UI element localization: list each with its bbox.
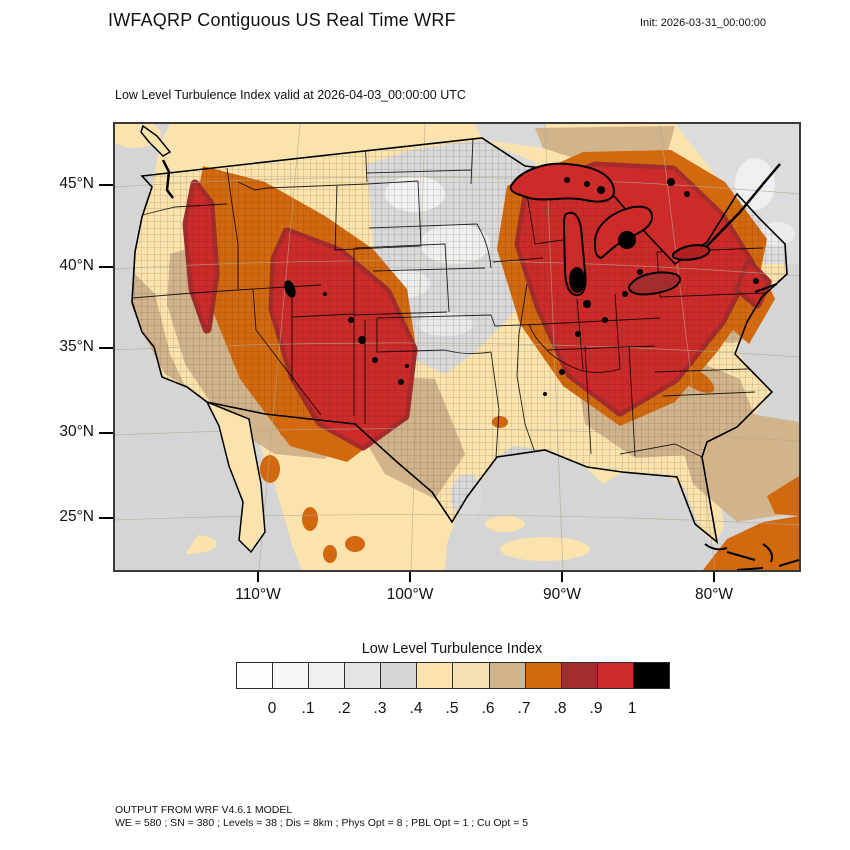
- x-axis-tick: [409, 570, 411, 582]
- y-axis-tick: [99, 517, 113, 519]
- coast-details: [140, 124, 799, 570]
- colorbar-tick-label: .1: [301, 700, 315, 717]
- colorbar-tick-label: .9: [589, 700, 603, 717]
- x-axis-tick: [713, 570, 715, 582]
- colorbar-labels: 0 .1 .2 .3 .4 .5 .6 .7 .8 .9 1: [0, 700, 850, 720]
- us-outline: [131, 137, 788, 544]
- colorbar-swatch: [381, 663, 418, 688]
- y-axis-tick: [99, 432, 113, 434]
- colorbar-swatch: [417, 663, 454, 688]
- y-axis-label-35n: 35°N: [59, 338, 94, 355]
- st-lawrence-river: [706, 163, 781, 247]
- turbulence-map: [115, 124, 799, 570]
- y-axis-tick: [99, 184, 113, 186]
- colorbar-tick-label: .7: [517, 700, 531, 717]
- colorbar-tick-label: 0: [267, 700, 277, 717]
- max-index-patches: [284, 177, 759, 396]
- map-frame: [113, 122, 801, 572]
- colorbar-swatch: [597, 663, 634, 688]
- colorbar-swatch: [273, 663, 310, 688]
- colorbar-tick-label: .4: [409, 700, 423, 717]
- state-borders: [132, 138, 776, 465]
- colorbar-swatch: [309, 663, 346, 688]
- footer-model-line: OUTPUT FROM WRF V4.6.1 MODEL: [115, 804, 293, 816]
- colorbar-tick-label: .2: [337, 700, 351, 717]
- footer-config-line: WE = 580 ; SN = 380 ; Levels = 38 ; Dis …: [115, 817, 529, 829]
- page-title: IWFAQRP Contiguous US Real Time WRF: [108, 10, 456, 30]
- y-axis-tick: [99, 347, 113, 349]
- x-axis-label-100w: 100°W: [386, 586, 434, 603]
- y-axis-tick: [99, 266, 113, 268]
- colorbar-tick-label: .6: [481, 700, 495, 717]
- y-axis-label-30n: 30°N: [59, 423, 94, 440]
- colorbar-swatch: [453, 663, 490, 688]
- y-axis-label-40n: 40°N: [59, 257, 94, 274]
- colorbar-swatch: [633, 663, 669, 688]
- init-timestamp: Init: 2026-03-31_00:00:00: [640, 17, 766, 29]
- colorbar-title: Low Level Turbulence Index: [361, 641, 543, 657]
- map-subtitle: Low Level Turbulence Index valid at 2026…: [115, 88, 466, 102]
- x-axis-label-90w: 90°W: [542, 586, 582, 603]
- colorbar-tick-label: .8: [553, 700, 567, 717]
- colorbar-swatch: [237, 663, 274, 688]
- x-axis-label-80w: 80°W: [694, 586, 734, 603]
- colorbar-tick-label: .3: [373, 700, 387, 717]
- colorbar-swatch: [561, 663, 598, 688]
- x-axis-tick: [257, 570, 259, 582]
- y-axis-label-45n: 45°N: [59, 175, 94, 192]
- colorbar: [236, 662, 670, 689]
- colorbar-swatch: [525, 663, 562, 688]
- colorbar-tick-label: 1: [627, 700, 637, 717]
- great-lakes: [509, 162, 711, 297]
- x-axis-tick: [561, 570, 563, 582]
- colorbar-tick-label: .5: [445, 700, 459, 717]
- x-axis-label-110w: 110°W: [235, 586, 281, 603]
- y-axis-label-25n: 25°N: [59, 508, 94, 525]
- colorbar-swatch: [345, 663, 382, 688]
- colorbar-swatch: [489, 663, 526, 688]
